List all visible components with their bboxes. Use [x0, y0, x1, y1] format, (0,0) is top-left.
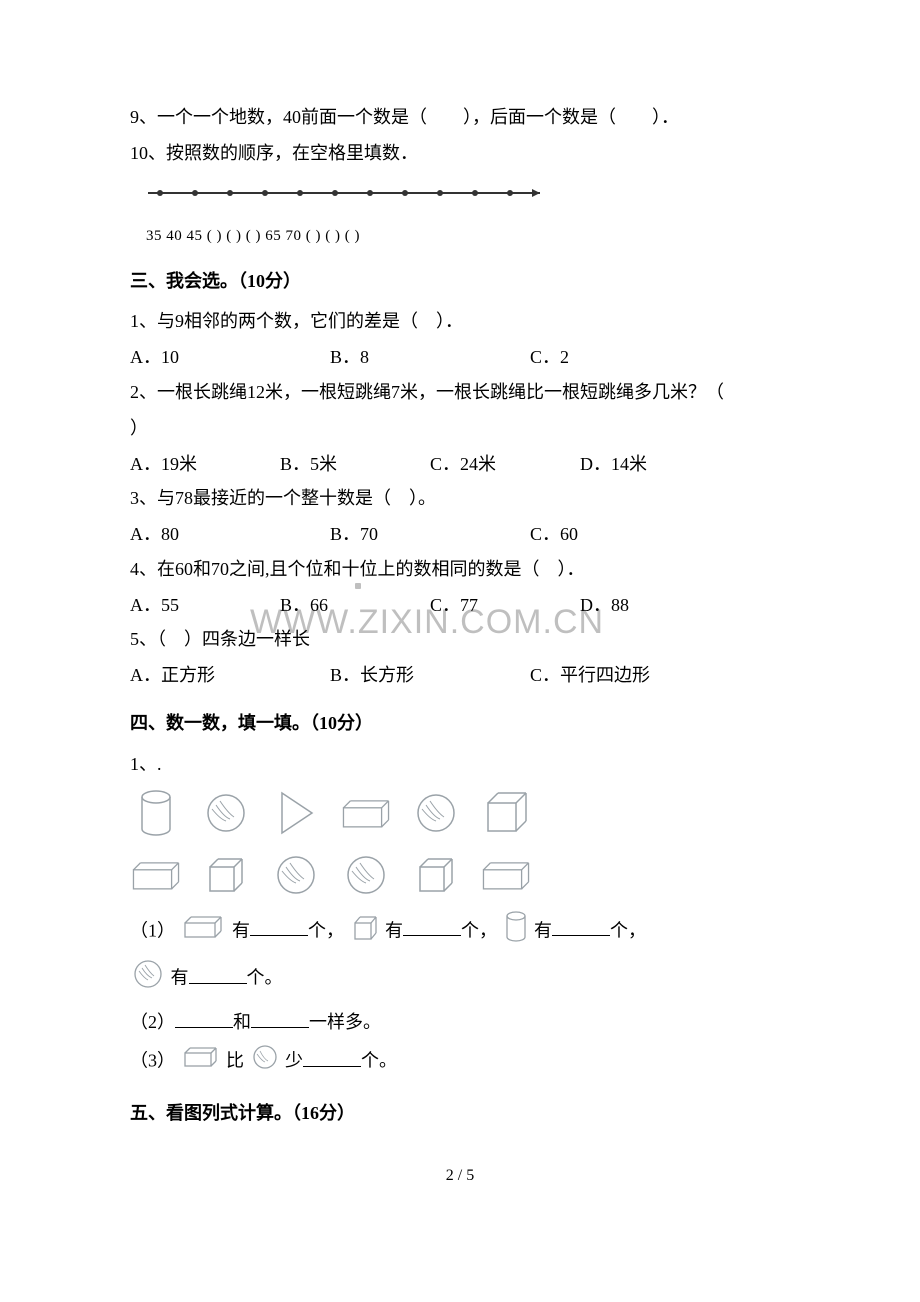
blank — [403, 918, 461, 936]
s3q1-C: C．2 — [530, 340, 680, 374]
s3q2-D: D．14米 — [580, 447, 730, 481]
shape-sphere — [200, 787, 252, 839]
s3q3-C: C．60 — [530, 517, 680, 551]
s3q5-C: C．平行四边形 — [530, 658, 680, 692]
shape-cube-3 — [410, 849, 462, 901]
number-line-labels: 35 40 45 ( ) ( ) ( ) 65 70 ( ) ( ) ( ) — [146, 222, 790, 251]
s3q4-C: C．77 — [430, 588, 580, 622]
blank — [250, 918, 308, 936]
blank — [303, 1049, 361, 1067]
shape-sphere-2 — [410, 787, 462, 839]
s3q5-stem: 5、（ ）四条边一样长 — [130, 622, 790, 656]
s4-sub3: （3） 比 少 个。 — [130, 1043, 790, 1082]
s3q1-A: A．10 — [130, 340, 330, 374]
s3q2-A: A．19米 — [130, 447, 280, 481]
blank — [189, 966, 247, 984]
sub1-pre: （1） — [130, 920, 175, 940]
s3q3-B: B．70 — [330, 517, 530, 551]
sub3-end: 个。 — [361, 1051, 397, 1071]
shape-cuboid-lying-2 — [130, 849, 182, 901]
s3q2-B: B．5米 — [280, 447, 430, 481]
shape-triangle — [270, 787, 322, 839]
sub1-p6: 个， — [610, 920, 646, 940]
shape-cube — [480, 787, 532, 839]
sub1-p5: 有 — [534, 920, 552, 940]
blank — [175, 1010, 233, 1028]
s3q5-B: B．长方形 — [330, 658, 530, 692]
s4-sub1-line2: 有 个。 — [130, 958, 790, 1001]
inline-cuboid-icon — [182, 914, 226, 951]
s3q2-C: C．24米 — [430, 447, 580, 481]
shape-cube-2 — [200, 849, 252, 901]
s3q5-A: A．正方形 — [130, 658, 330, 692]
s4-sub2: （2） 和 一样多。 — [130, 1005, 790, 1039]
page-number: 2 / 5 — [130, 1161, 790, 1191]
s3q4-A: A．55 — [130, 588, 280, 622]
sub1-p2: 个， — [308, 920, 344, 940]
sub3-mid: 比 — [226, 1051, 244, 1071]
s3q4-B: B．66 — [280, 588, 430, 622]
s3q5-options: A．正方形 B．长方形 C．平行四边形 — [130, 658, 790, 692]
shape-sphere-3 — [270, 849, 322, 901]
sub1-p4: 个， — [461, 920, 497, 940]
inline-cuboid-icon-2 — [182, 1045, 220, 1080]
shape-sphere-4 — [340, 849, 392, 901]
shape-cuboid-lying — [340, 787, 392, 839]
sub1-p3: 有 — [385, 920, 403, 940]
section3-title: 三、我会选。（10分） — [130, 264, 790, 298]
shape-cylinder — [130, 787, 182, 839]
s3q4-options: A．55 B．66 C．77 D．88 — [130, 588, 790, 622]
s3q2-stem-close: ） — [130, 411, 790, 445]
s3q3-options: A．80 B．70 C．60 — [130, 517, 790, 551]
section5-title: 五、看图列式计算。（16分） — [130, 1096, 790, 1130]
s4-sub1-line1: （1） 有 个， 有 个， 有 个， — [130, 911, 790, 954]
inline-sphere-icon-2 — [251, 1043, 279, 1082]
s3q1-options: A．10 B．8 C．2 — [130, 340, 790, 374]
s3q2-options: A．19米 B．5米 C．24米 D．14米 — [130, 447, 790, 481]
sub3-pre: （3） — [130, 1051, 175, 1071]
inline-cylinder-icon — [504, 911, 528, 954]
s3q4-stem: 4、在60和70之间,且个位和十位上的数相同的数是（ ）． — [130, 552, 790, 586]
sub1-p1: 有 — [232, 920, 250, 940]
inline-sphere-icon — [132, 958, 164, 1001]
inline-cube-icon — [351, 913, 379, 952]
s3q1-B: B．8 — [330, 340, 530, 374]
blank — [251, 1010, 309, 1028]
section4-title: 四、数一数，填一填。（10分） — [130, 706, 790, 740]
s3q1-stem: 1、与9相邻的两个数，它们的差是（ ）． — [130, 304, 790, 338]
page-content: 9、一个一个地数，40前面一个数是（ ），后面一个数是（ ）． 10、按照数的顺… — [130, 100, 790, 1191]
sub1l2-p1: 有 — [171, 968, 189, 988]
sub2-end: 一样多。 — [309, 1012, 381, 1032]
s3q3-A: A．80 — [130, 517, 330, 551]
s3q3-stem: 3、与78最接近的一个整十数是（ ）。 — [130, 481, 790, 515]
blank — [552, 918, 610, 936]
sub1l2-p2: 个。 — [247, 968, 283, 988]
shapes-grid — [130, 787, 790, 901]
q10-text: 10、按照数的顺序，在空格里填数． — [130, 136, 790, 170]
s3q4-D: D．88 — [580, 588, 730, 622]
q9-text: 9、一个一个地数，40前面一个数是（ ），后面一个数是（ ）． — [130, 100, 790, 134]
sub3-part: 少 — [285, 1051, 303, 1071]
s4q1-label: 1、. — [130, 747, 790, 781]
sub2-mid: 和 — [233, 1012, 251, 1032]
sub2-pre: （2） — [130, 1012, 175, 1032]
number-line — [140, 178, 560, 208]
s3q2-stem: 2、一根长跳绳12米，一根短跳绳7米，一根长跳绳比一根短跳绳多几米？（ — [130, 375, 790, 409]
shape-cuboid-lying-3 — [480, 849, 532, 901]
